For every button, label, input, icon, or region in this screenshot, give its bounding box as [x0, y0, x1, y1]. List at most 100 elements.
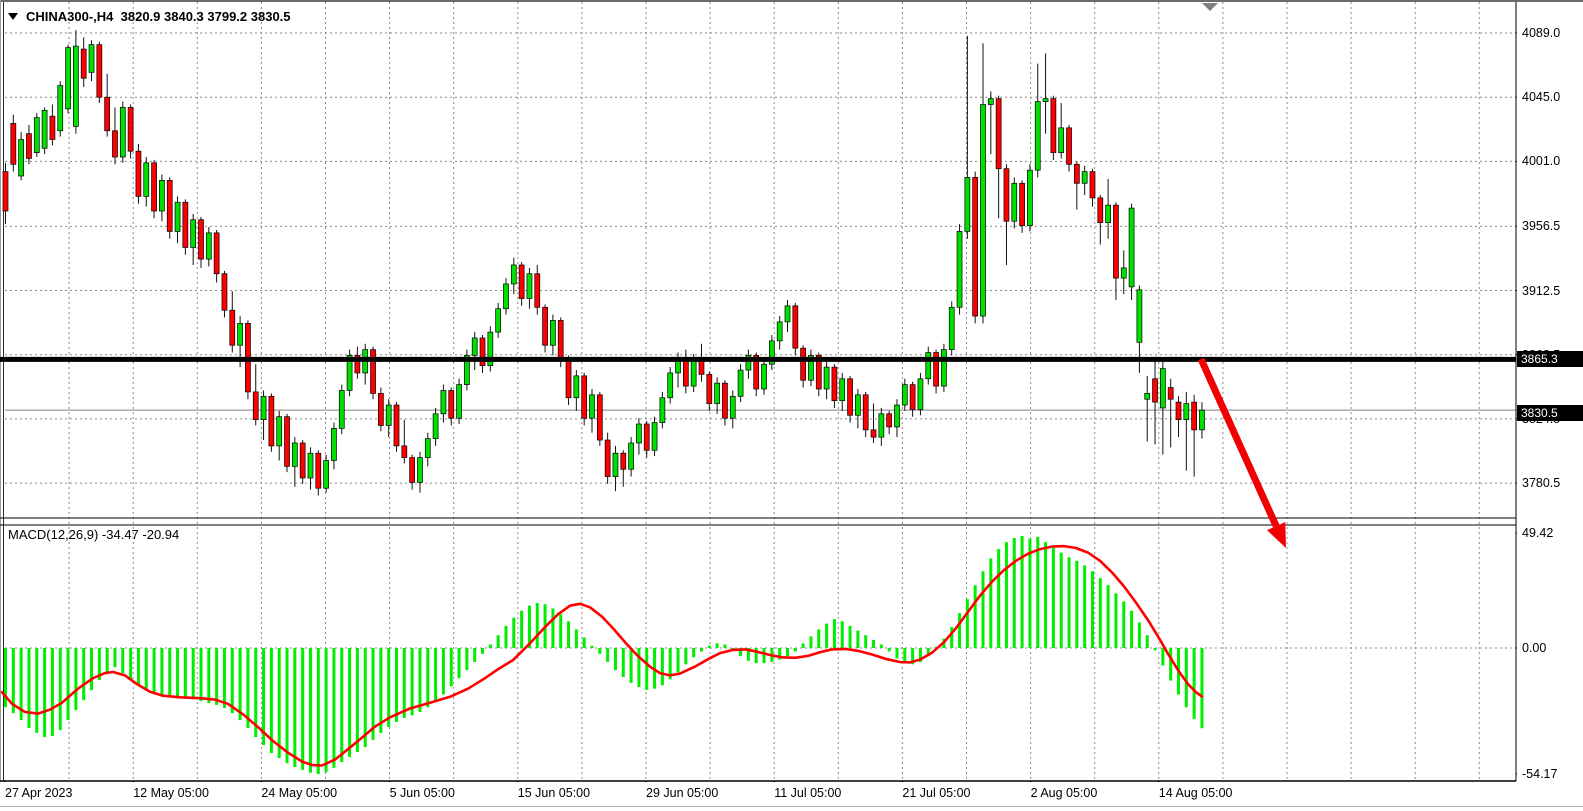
macd-histogram-bar: [1169, 648, 1173, 681]
candle-up: [159, 180, 165, 212]
candle-down: [706, 374, 713, 404]
macd-histogram-bar: [473, 648, 477, 662]
macd-histogram-bar: [27, 648, 31, 729]
candle-down: [972, 177, 979, 317]
candle-down: [1113, 204, 1119, 279]
macd-histogram-bar: [410, 648, 414, 716]
candle-up: [659, 397, 666, 423]
macd-histogram-bar: [11, 648, 15, 714]
candle-down: [1089, 171, 1096, 199]
macd-histogram-bar: [684, 648, 688, 665]
candle-down: [542, 306, 548, 346]
candle-up: [1160, 368, 1166, 409]
macd-histogram-bar: [825, 623, 829, 648]
candle-up: [495, 308, 502, 333]
candle-down: [448, 390, 455, 419]
macd-histogram-bar: [574, 629, 578, 648]
candle-down: [299, 442, 306, 479]
time-axis-label: 11 Jul 05:00: [774, 786, 842, 800]
last-bar-marker-icon[interactable]: [1202, 3, 1218, 11]
macd-histogram-bar: [864, 635, 868, 648]
candle-down: [862, 394, 869, 431]
macd-histogram-bar: [1153, 648, 1157, 651]
trend-arrow-head[interactable]: [1267, 522, 1286, 548]
window-left-border: [0, 0, 1, 806]
trend-arrow-shaft[interactable]: [1197, 357, 1280, 528]
window-bottom-border: [0, 806, 1583, 807]
candle-down: [995, 98, 1002, 170]
candle-up: [855, 394, 861, 416]
candle-down: [112, 130, 118, 158]
candle-up: [1136, 289, 1143, 343]
macd-histogram-bar: [496, 635, 500, 648]
time-axis-label: 15 Jun 05:00: [517, 786, 591, 800]
candle-down: [166, 180, 173, 232]
macd-histogram-bar: [848, 625, 852, 648]
macd-histogram-bar: [74, 648, 78, 711]
candle-up: [628, 442, 634, 470]
macd-histogram-bar: [707, 645, 711, 648]
candle-down: [1073, 163, 1080, 184]
candle-down: [792, 305, 799, 349]
time-axis[interactable]: [0, 782, 1583, 806]
macd-histogram-bar: [160, 648, 164, 695]
macd-histogram-bar: [191, 648, 195, 699]
candle-up: [88, 44, 95, 73]
candle-up: [119, 107, 126, 158]
candle-up: [1144, 393, 1151, 400]
candle-up: [65, 47, 71, 110]
macd-signal-line: [0, 544, 1204, 767]
candle-down: [80, 48, 87, 79]
candle-up: [769, 340, 775, 365]
macd-histogram-bar: [1075, 560, 1079, 648]
macd-histogram-bar: [82, 648, 86, 701]
macd-histogram-bar: [1028, 538, 1032, 648]
price-axis[interactable]: [1517, 2, 1583, 781]
candle-up: [1105, 204, 1111, 224]
candle-up: [808, 355, 814, 381]
candle-up: [1183, 403, 1190, 420]
macd-histogram-bar: [129, 648, 133, 681]
candle-up: [190, 219, 197, 248]
macd-histogram-bar: [801, 643, 805, 648]
candle-down: [620, 452, 627, 470]
candle-down: [49, 115, 56, 140]
time-axis-label: 24 May 05:00: [261, 786, 338, 800]
macd-histogram-bar: [660, 648, 664, 686]
candle-up: [510, 264, 517, 285]
macd-histogram-bar: [262, 648, 266, 745]
macd-histogram-bar: [926, 648, 930, 657]
macd-histogram-bar: [35, 648, 39, 733]
macd-histogram-bar: [895, 648, 899, 659]
candle-down: [1066, 127, 1072, 165]
macd-histogram-bar: [136, 648, 140, 685]
candle-up: [980, 104, 986, 317]
macd-histogram-bar: [911, 648, 915, 665]
candle-down: [354, 355, 361, 374]
horizontal-line-3865[interactable]: [0, 356, 1516, 362]
macd-histogram-bar: [856, 630, 860, 648]
candle-down: [534, 273, 541, 308]
macd-histogram-bar: [512, 617, 516, 648]
macd-histogram-bar: [817, 629, 821, 648]
macd-histogram-bar: [183, 648, 187, 699]
candle-up: [487, 331, 494, 367]
candle-down: [127, 107, 134, 152]
time-axis-label: 5 Jun 05:00: [389, 786, 455, 800]
macd-histogram-bar: [199, 648, 203, 702]
macd-histogram-bar: [613, 648, 617, 671]
candle-down: [682, 358, 689, 387]
candle-up: [432, 413, 439, 439]
candle-up: [612, 452, 619, 477]
macd-histogram-bar: [762, 648, 766, 664]
macd-histogram-bar: [715, 643, 719, 648]
candle-up: [729, 395, 736, 419]
candle-down: [96, 44, 103, 98]
candle-down: [26, 133, 32, 159]
macd-histogram-bar: [418, 648, 422, 712]
macd-axis-label: 49.42: [1522, 526, 1554, 541]
macd-histogram-bar: [269, 648, 273, 754]
candle-down: [151, 162, 157, 212]
macd-histogram-bar: [1192, 648, 1196, 719]
